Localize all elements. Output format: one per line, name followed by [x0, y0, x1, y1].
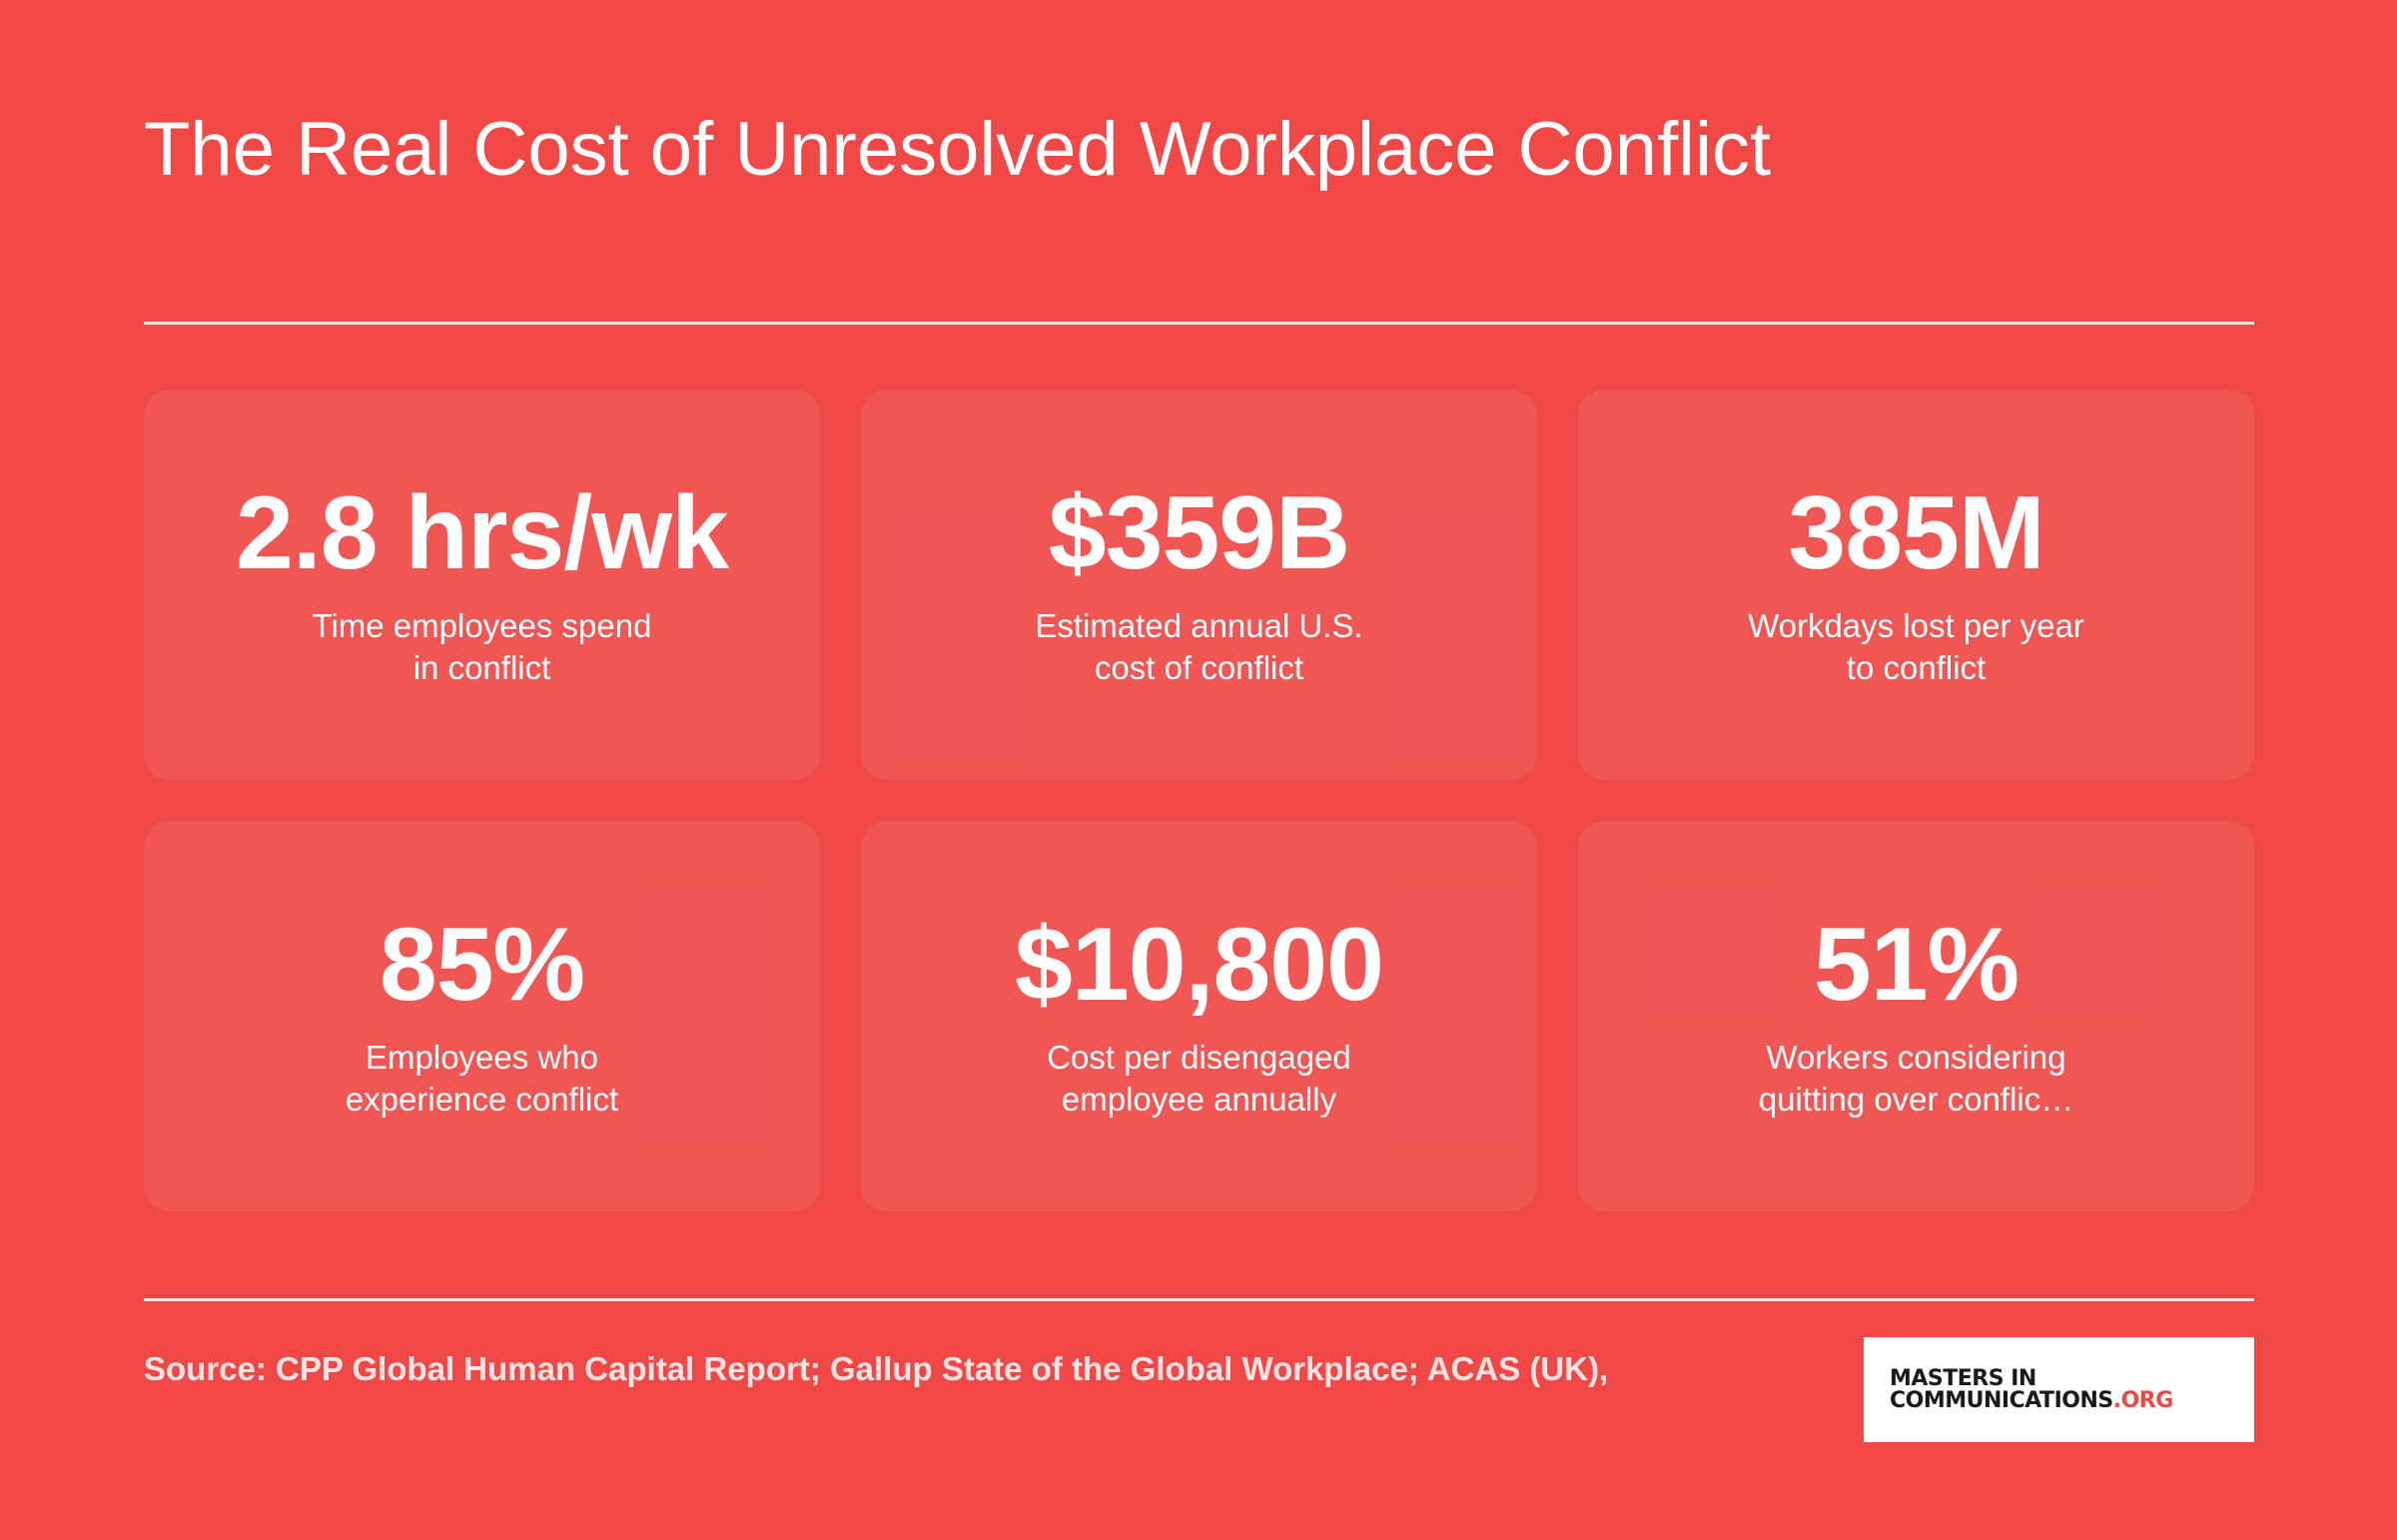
- stat-label-line: experience conflict: [345, 1080, 619, 1118]
- stat-label-line: Time employees spend: [312, 606, 652, 644]
- stat-label: Workers considering quitting over confli…: [1737, 1037, 2096, 1121]
- stat-value: 85%: [379, 906, 585, 1023]
- logo-wordmark: COMMUNICATIONS: [1890, 1387, 2113, 1413]
- stat-label-line: Workers considering: [1766, 1038, 2066, 1076]
- stat-label: Time employees spend in conflict: [303, 605, 662, 689]
- stat-label-line: employee annually: [1061, 1080, 1337, 1118]
- stat-card-employees-conflict: 85% Employees who experience conflict: [144, 821, 820, 1211]
- stat-label-line: cost of conflict: [1094, 648, 1304, 686]
- stat-value: $10,800: [1015, 906, 1384, 1023]
- logo-line-2: COMMUNICATIONS.ORG: [1890, 1387, 2254, 1413]
- stat-label-line: Employees who: [366, 1038, 598, 1076]
- top-divider: [144, 322, 2254, 325]
- stat-value: 51%: [1813, 906, 2019, 1023]
- stat-card-disengaged-cost: $10,800 Cost per disengaged employee ann…: [861, 821, 1537, 1211]
- stat-label: Estimated annual U.S. cost of conflict: [1020, 605, 1379, 689]
- stats-grid: 2.8 hrs/wk Time employees spend in confl…: [144, 389, 2254, 1211]
- stat-label-line: quitting over conflic…: [1758, 1080, 2074, 1118]
- stat-value: $359B: [1048, 474, 1350, 591]
- page-title: The Real Cost of Unresolved Workplace Co…: [144, 107, 1772, 192]
- stat-label-line: Cost per disengaged: [1047, 1038, 1351, 1076]
- stat-card-annual-cost: $359B Estimated annual U.S. cost of conf…: [861, 389, 1537, 780]
- logo-line-1: MASTERS IN: [1890, 1365, 2036, 1391]
- stat-value: 2.8 hrs/wk: [236, 474, 729, 591]
- stat-card-time-in-conflict: 2.8 hrs/wk Time employees spend in confl…: [144, 389, 820, 780]
- logo-suffix: .ORG: [2112, 1387, 2174, 1413]
- stat-label-line: Workdays lost per year: [1748, 606, 2084, 644]
- stat-label-line: in conflict: [412, 648, 551, 686]
- source-citation: Source: CPP Global Human Capital Report;…: [144, 1350, 1609, 1387]
- stat-card-workdays-lost: 385M Workdays lost per year to conflict: [1578, 389, 2254, 780]
- stat-label-line: to conflict: [1846, 648, 1987, 686]
- brand-logo: MASTERS IN COMMUNICATIONS.ORG: [1864, 1337, 2254, 1442]
- bottom-divider: [144, 1298, 2254, 1301]
- stat-label: Cost per disengaged employee annually: [1020, 1037, 1379, 1121]
- stat-value: 385M: [1788, 474, 2044, 591]
- stat-label-line: Estimated annual U.S.: [1035, 606, 1363, 644]
- stat-label: Workdays lost per year to conflict: [1737, 605, 2096, 689]
- stat-label: Employees who experience conflict: [303, 1037, 662, 1121]
- stat-card-quitting: 51% Workers considering quitting over co…: [1578, 821, 2254, 1211]
